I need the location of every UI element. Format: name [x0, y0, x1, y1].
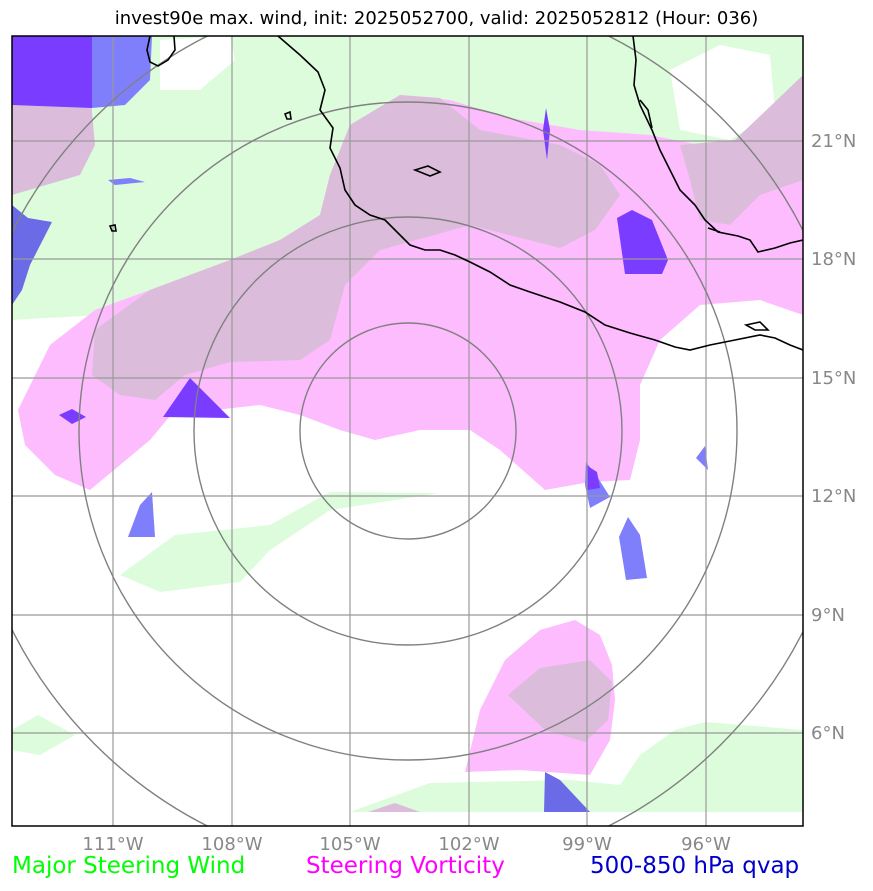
map-title: invest90e max. wind, init: 2025052700, v… [114, 8, 759, 29]
mexico-pacific-coastline [277, 36, 803, 351]
island [412, 165, 442, 177]
background-gaps [160, 36, 775, 140]
gridlines [12, 36, 803, 826]
lat-label: 6°N [811, 723, 845, 744]
overlap-layer [12, 75, 803, 812]
steering-wind-region-southeast [350, 722, 803, 812]
range-ring [299, 322, 517, 540]
legend-steering-vorticity: Steering Vorticity [306, 853, 505, 879]
qvap-region [544, 772, 590, 812]
qvap-region [617, 210, 668, 274]
qvap-region [128, 492, 155, 537]
lon-label: 102°W [438, 834, 499, 855]
qvap-region [12, 36, 92, 108]
overlap-region-northeast [680, 75, 803, 225]
qvap-region [619, 517, 647, 580]
yucatan-coast [639, 99, 653, 129]
steering-wind-region-southwest [12, 715, 75, 755]
lon-label: 99°W [562, 834, 612, 855]
island [108, 224, 117, 232]
lat-label: 9°N [811, 605, 845, 626]
qvap-region [108, 178, 145, 185]
overlap-region-northwest [12, 90, 95, 195]
lon-label: 111°W [82, 834, 143, 855]
lat-label: 12°N [811, 486, 856, 507]
qvap-region [543, 108, 550, 160]
island [743, 321, 770, 331]
range-ring [78, 101, 738, 761]
cape-corrientes-coast [146, 36, 176, 67]
legend-steering-wind: Major Steering Wind [12, 853, 246, 879]
island [707, 227, 721, 233]
lon-label: 108°W [201, 834, 262, 855]
gulf-coastline [632, 36, 803, 253]
lat-label: 21°N [811, 131, 856, 152]
range-ring [193, 216, 623, 646]
lon-label: 105°W [319, 834, 380, 855]
qvap-region [696, 446, 708, 470]
island [283, 110, 292, 120]
lat-label: 18°N [811, 249, 856, 270]
overlap-region-south [508, 660, 612, 742]
legend-qvap: 500-850 hPa qvap [590, 853, 800, 879]
map-frame [11, 35, 804, 827]
qvap-region [92, 36, 152, 108]
range-rings [12, 36, 803, 826]
qvap-layer [12, 36, 708, 812]
lon-label: 96°W [681, 834, 731, 855]
qvap-region [12, 205, 52, 305]
overlap-region-bottom [368, 803, 420, 812]
qvap-region [586, 465, 600, 490]
lat-label: 15°N [811, 368, 856, 389]
overlap-region-central [92, 95, 620, 400]
coastline [108, 36, 803, 351]
steering-wind-region-central [120, 492, 440, 592]
